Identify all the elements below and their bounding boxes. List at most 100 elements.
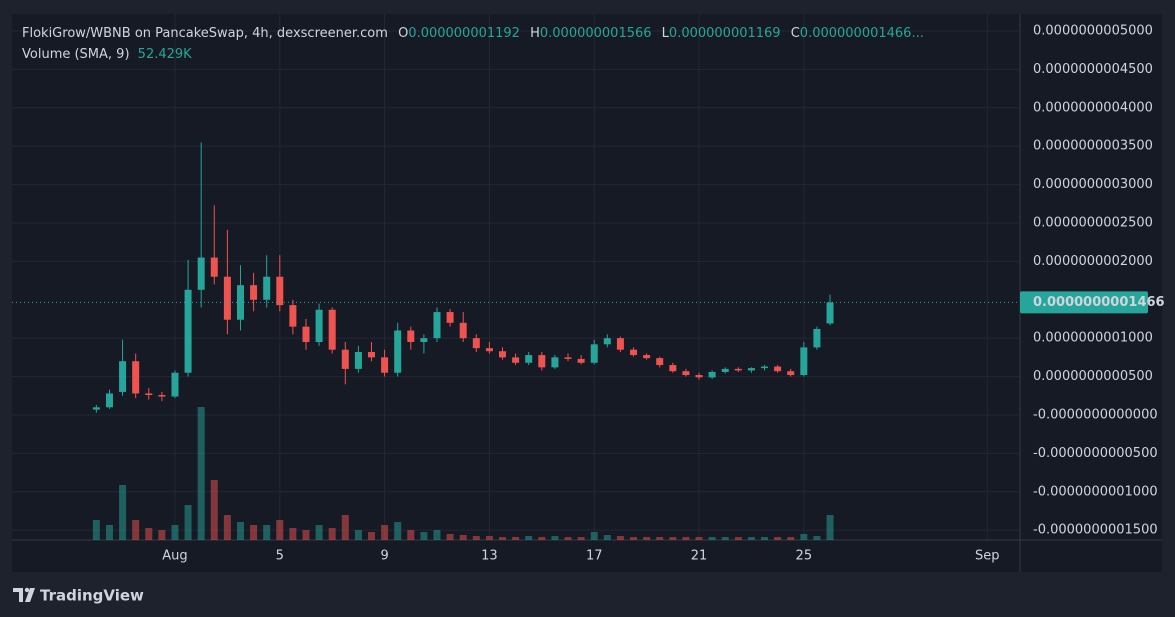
candle-body (813, 328, 821, 348)
volume-bar (341, 515, 349, 540)
candle-body (394, 330, 402, 373)
logo: TradingView (13, 587, 144, 605)
candle-body (472, 338, 480, 349)
y-tick-label: 0.0000000004000 (1033, 100, 1153, 115)
volume-bar (512, 537, 520, 540)
price-tag-label: 0.0000000001466 (1033, 295, 1165, 310)
x-tick-label: Aug (162, 549, 187, 564)
volume-bar (485, 536, 493, 540)
candle-body (132, 361, 140, 394)
candle-body (603, 338, 611, 345)
candle-body (616, 338, 624, 350)
volume-sma: 52.429K (138, 47, 192, 62)
x-tick-label: 5 (276, 549, 284, 564)
candle-body (210, 257, 218, 277)
x-tick-label: 13 (481, 549, 498, 564)
y-tick-label: 0.0000000001000 (1033, 331, 1153, 346)
candle-body (197, 257, 205, 290)
candle-body (656, 358, 664, 366)
logo-mark (13, 588, 35, 602)
candle-body (92, 407, 100, 410)
ohlc-value: 0.000000001566 (540, 26, 652, 41)
candle-body (459, 322, 467, 339)
candle-body (433, 312, 441, 339)
axes: 0.0000000005000 0.0000000004500 0.00000000… (162, 23, 1164, 563)
volume-bar (197, 407, 205, 540)
candle-body (381, 357, 389, 373)
volume-bar (643, 537, 651, 540)
volume-bar (171, 525, 179, 540)
y-tick-label: 0.0000000002000 (1033, 254, 1153, 269)
candle-body (250, 285, 258, 300)
volume-bar (433, 530, 441, 540)
candle-body (328, 309, 336, 350)
volume-bar (367, 532, 375, 540)
candle-body (630, 349, 638, 356)
candle-body (682, 371, 690, 376)
volume-bar (564, 537, 572, 540)
volume-bar (813, 536, 821, 540)
y-tick-label: -0.0000000001500 (1033, 523, 1158, 538)
candle-body (289, 305, 297, 327)
volume-bar (525, 536, 533, 540)
x-tick-label: Sep (975, 549, 1000, 564)
volume-bar (394, 522, 402, 540)
candle-body (643, 355, 651, 359)
volume-bar (210, 480, 218, 540)
candle-body (761, 366, 769, 369)
y-tick-label: -0.0000000001000 (1033, 484, 1158, 499)
candle-body (800, 347, 808, 376)
volume-bar (92, 520, 100, 540)
volume-bar (184, 505, 192, 540)
volume-bar (250, 525, 258, 540)
logo-dot (24, 587, 30, 593)
ohlc-label: H (530, 26, 540, 41)
x-tick-label: 17 (586, 549, 603, 564)
volume-bar (263, 525, 271, 540)
candle-body (708, 371, 716, 378)
volume-bar (787, 537, 795, 540)
volume-bar (590, 532, 598, 540)
volume-bar (420, 532, 428, 540)
candle-body (119, 361, 127, 392)
candle-body (721, 368, 729, 372)
y-tick-label: 0.0000000002500 (1033, 215, 1153, 230)
volume-bar (603, 535, 611, 540)
volume-bar (354, 530, 362, 540)
candle-body (695, 375, 703, 378)
volume-bar (459, 535, 467, 540)
volume-bar (236, 522, 244, 540)
candle-body (499, 351, 507, 358)
volume-bar (328, 528, 336, 540)
grid (12, 14, 1020, 540)
candle-body (367, 351, 375, 358)
candle-body (774, 366, 782, 372)
volume-bar (446, 534, 454, 540)
candle-body (145, 393, 153, 396)
volume-bar (551, 536, 559, 540)
y-tick-label: -0.0000000000500 (1033, 446, 1158, 461)
candle-body (420, 338, 428, 343)
volume-legend-label: Volume (SMA, 9) (22, 47, 130, 62)
volume-bar (289, 528, 297, 540)
price-tag (1020, 291, 1148, 314)
volume-bar (472, 536, 480, 540)
volume-bar (145, 528, 153, 540)
volume-bar (682, 537, 690, 540)
volume-bar (132, 520, 140, 540)
y-tick-label: 0.0000000005000 (1033, 23, 1153, 38)
volume-bar (708, 537, 716, 540)
volume-bar (826, 515, 834, 540)
volume-bar (381, 525, 389, 540)
volume-bar (721, 537, 729, 540)
candle-body (577, 358, 585, 363)
volume-bar (499, 537, 507, 540)
plot (12, 142, 1020, 540)
candle-body (551, 357, 559, 368)
volume-bar (761, 537, 769, 540)
volume-bar (695, 537, 703, 540)
volume-bar (302, 530, 310, 540)
volume-bar (630, 537, 638, 540)
candle-body (315, 309, 323, 343)
